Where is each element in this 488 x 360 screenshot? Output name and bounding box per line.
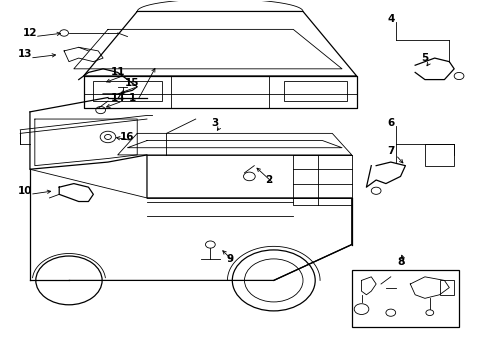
Text: 14: 14 xyxy=(110,93,125,103)
Text: 9: 9 xyxy=(226,254,233,264)
Text: 16: 16 xyxy=(120,132,135,142)
Text: 5: 5 xyxy=(421,53,427,63)
Bar xyxy=(424,144,453,166)
Text: 1: 1 xyxy=(128,93,136,103)
Text: 10: 10 xyxy=(18,186,32,196)
Text: 15: 15 xyxy=(125,78,139,88)
Bar xyxy=(283,81,346,101)
Bar xyxy=(93,81,161,101)
Text: 11: 11 xyxy=(110,67,125,77)
Text: 4: 4 xyxy=(386,14,394,24)
Text: 2: 2 xyxy=(264,175,272,185)
Text: 12: 12 xyxy=(22,28,37,38)
Bar xyxy=(439,280,453,295)
Text: 3: 3 xyxy=(211,118,219,128)
Text: 6: 6 xyxy=(386,118,394,128)
Text: 8: 8 xyxy=(396,257,404,267)
Bar xyxy=(351,270,458,327)
Text: 7: 7 xyxy=(386,146,394,156)
Text: 13: 13 xyxy=(18,49,32,59)
